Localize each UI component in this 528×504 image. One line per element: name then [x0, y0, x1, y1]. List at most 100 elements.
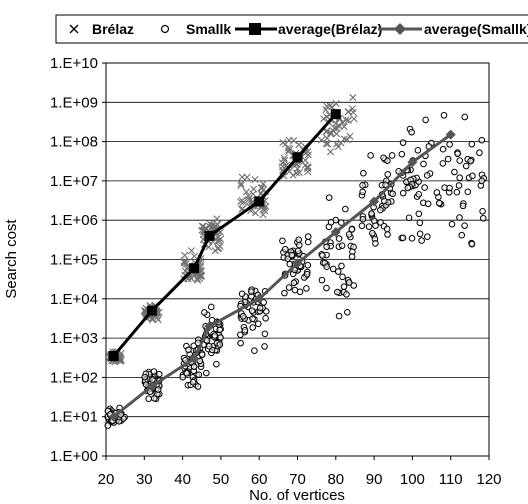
x-tick-label: 60 — [251, 471, 268, 488]
smallk-point — [239, 312, 247, 320]
smallk-point — [238, 290, 246, 298]
smallk-point — [251, 347, 258, 355]
brelaz-point — [304, 151, 312, 159]
smallk-point — [255, 320, 262, 328]
y-axis-title: Search cost — [3, 219, 20, 299]
smallk-point — [444, 155, 452, 163]
x-tick-label: 70 — [289, 471, 306, 488]
plot-area — [104, 62, 490, 457]
smallk-point — [479, 214, 487, 222]
smallk-point — [435, 199, 443, 207]
brelaz-point — [320, 115, 328, 123]
smallk-point — [155, 370, 163, 378]
brelaz-point — [292, 169, 301, 177]
smallk-point — [343, 291, 350, 298]
smallk-point — [479, 207, 486, 215]
smallk-point — [342, 205, 349, 213]
smallk-point — [195, 371, 203, 378]
smallk-point — [369, 229, 376, 237]
smallk-point — [453, 188, 461, 196]
brelaz-point — [259, 211, 267, 219]
x-tick-label: 40 — [174, 471, 191, 488]
smallk-point — [462, 162, 470, 170]
smallk-point — [424, 233, 431, 241]
average-smallk-point — [204, 321, 215, 332]
smallk-point — [327, 218, 335, 226]
average-smallk-point — [189, 353, 200, 364]
smallk-point — [424, 200, 432, 208]
smallk-point — [384, 171, 392, 178]
smallk-point — [338, 242, 346, 249]
smallk-point — [150, 368, 158, 375]
smallk-point — [216, 326, 223, 334]
brelaz-point — [333, 140, 341, 148]
legend-label-smallk: Smallk — [186, 21, 231, 37]
smallk-point — [241, 326, 249, 334]
brelaz-point — [280, 154, 288, 162]
smallk-point — [415, 190, 423, 198]
legend-label-average-brelaz: average(Brélaz) — [278, 21, 382, 37]
smallk-point — [348, 253, 356, 260]
smallk-point — [350, 282, 358, 289]
smallk-point — [145, 395, 153, 402]
x-axis-ticks: 20 30 40 50 60 70 80 90 100 110 120 — [98, 456, 502, 488]
average-smallk-line — [112, 133, 452, 418]
smallk-point — [359, 188, 366, 196]
smallk-point — [372, 222, 379, 229]
average-brelaz-point — [254, 196, 265, 207]
smallk-point — [337, 219, 345, 226]
average-smallk-point — [445, 129, 456, 140]
brelaz-point — [187, 247, 196, 255]
average-smallk-point — [330, 227, 341, 238]
brelaz-point — [214, 245, 222, 253]
brelaz-point — [350, 115, 358, 123]
brelaz-point — [324, 140, 332, 148]
brelaz-point — [295, 141, 303, 149]
y-tick-label: 1.E+00 — [50, 448, 98, 465]
brelaz-point — [243, 173, 251, 181]
smallk-point — [405, 214, 413, 222]
smallk-point — [414, 147, 422, 154]
average-brelaz-point — [189, 263, 200, 274]
smallk-point — [213, 360, 220, 368]
legend-label-average-smallk: average(Smallk) — [424, 21, 528, 37]
average-brelaz-point — [108, 351, 119, 362]
smallk-point — [286, 260, 294, 268]
smallk-point — [422, 116, 429, 124]
y-tick-label: 1.E+02 — [50, 369, 98, 386]
smallk-point — [303, 285, 310, 292]
brelaz-point — [237, 179, 245, 188]
average-smallk-point — [292, 258, 303, 269]
smallk-point — [384, 231, 391, 238]
smallk-point — [154, 386, 162, 393]
brelaz-point — [332, 119, 340, 128]
brelaz-point — [180, 257, 188, 265]
legend-marker-x-icon — [69, 24, 79, 34]
brelaz-point — [326, 102, 334, 110]
smallk-point — [323, 243, 330, 251]
smallk-point — [360, 169, 367, 177]
smallk-point — [468, 240, 476, 248]
average-brelaz-point — [292, 152, 303, 163]
brelaz-point — [342, 116, 350, 124]
smallk-point — [279, 237, 286, 245]
smallk-point — [345, 279, 353, 286]
smallk-point — [433, 189, 441, 196]
average-smallk-point — [369, 196, 380, 207]
smallk-point — [216, 341, 224, 348]
average-smallk-point — [407, 157, 418, 168]
smallk-point — [416, 230, 424, 238]
smallk-point — [368, 210, 375, 217]
average-brelaz-point — [330, 109, 341, 120]
x-tick-label: 30 — [136, 471, 153, 488]
smallk-point — [423, 172, 431, 179]
legend-label-brelaz: Brélaz — [92, 21, 134, 37]
x-axis-title: No. of vertices — [249, 487, 345, 504]
smallk-point — [381, 197, 388, 205]
legend: Brélaz Smallk average(Brélaz) average(Sm… — [55, 14, 528, 44]
smallk-point — [294, 247, 302, 255]
smallk-point — [194, 383, 202, 390]
brelaz-point — [140, 307, 148, 315]
brelaz-point — [332, 100, 340, 108]
brelaz-point — [285, 136, 293, 144]
